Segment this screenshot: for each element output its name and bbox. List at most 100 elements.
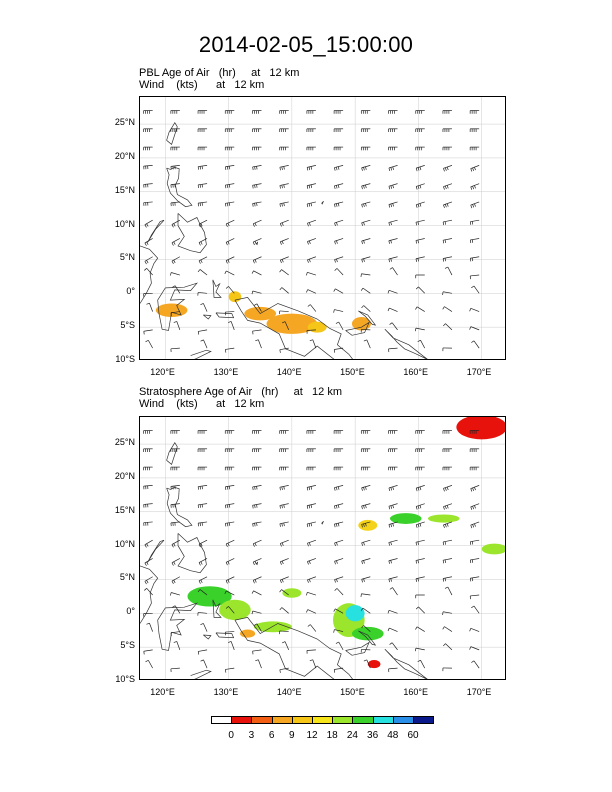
wind-barb <box>388 430 398 434</box>
wind-barb <box>307 256 317 263</box>
wind-barb <box>307 558 317 565</box>
wind-barb <box>442 219 453 226</box>
wind-barb <box>415 558 425 564</box>
wind-barb <box>360 593 371 597</box>
wind-barb <box>307 238 317 245</box>
wind-barb <box>197 485 208 490</box>
wind-barb <box>442 128 452 133</box>
wind-barb <box>225 201 235 207</box>
shaded-region <box>389 513 422 524</box>
wind-barb <box>442 256 453 262</box>
wind-barb <box>306 466 316 471</box>
coastline <box>358 630 377 646</box>
wind-barbs <box>143 110 480 353</box>
wind-barb <box>306 329 316 334</box>
wind-barb <box>225 165 235 170</box>
wind-barb <box>415 594 425 599</box>
wind-barb <box>170 521 180 527</box>
wind-barb <box>197 430 208 434</box>
wind-barb <box>197 292 208 296</box>
wind-barb <box>143 128 153 133</box>
wind-barb <box>173 641 181 650</box>
lon-tick-label: 130°E <box>213 367 239 377</box>
wind-barb <box>252 558 262 566</box>
wind-barb <box>224 270 235 276</box>
wind-barb <box>469 326 480 331</box>
wind-barb <box>225 503 235 509</box>
wind-barb <box>415 286 425 294</box>
wind-barb <box>197 503 208 509</box>
wind-barb <box>388 667 398 673</box>
wind-barb <box>415 606 425 614</box>
wind-barb <box>442 576 453 582</box>
lon-tick-label: 140°E <box>276 687 302 697</box>
wind-barb <box>415 165 425 172</box>
wind-barb <box>279 466 289 471</box>
wind-barb <box>279 521 289 527</box>
wind-barb <box>388 110 398 114</box>
lat-tick-label: 10°N <box>114 538 135 549</box>
wind-barb <box>306 521 316 528</box>
wind-barb <box>388 558 398 564</box>
wind-barb <box>335 321 344 331</box>
wind-barb <box>306 448 316 453</box>
wind-barb <box>225 539 235 548</box>
wind-barb <box>333 146 344 151</box>
wind-barb <box>254 623 262 632</box>
wind-barb <box>361 625 371 632</box>
wind-barb <box>225 558 235 566</box>
wind-barb <box>387 609 398 614</box>
wind-barb <box>143 110 153 114</box>
wind-barb <box>197 329 208 335</box>
wind-barb <box>415 146 425 151</box>
wind-barb <box>170 430 180 434</box>
wind-barb <box>307 539 317 547</box>
page-title: 2014-02-05_15:00:00 <box>198 32 414 57</box>
wind-barb <box>388 183 398 190</box>
coastlines <box>140 442 428 679</box>
wind-barb <box>169 592 180 596</box>
wind-barb <box>443 485 453 492</box>
wind-barb <box>415 183 425 190</box>
wind-barb <box>173 321 181 330</box>
wind-barb <box>143 292 153 297</box>
wind-barb <box>469 594 480 600</box>
wind-barb <box>252 503 262 509</box>
wind-barb <box>252 521 262 527</box>
wind-barb <box>415 485 425 492</box>
coastline <box>384 328 428 359</box>
wind-barb <box>442 291 453 295</box>
wind-barb <box>143 503 153 508</box>
wind-barb <box>282 641 290 651</box>
wind-barb <box>145 339 153 349</box>
wind-barb <box>170 128 180 133</box>
wind-barb <box>388 539 398 546</box>
coastline <box>234 297 353 359</box>
wind-barb <box>197 649 208 655</box>
wind-barb <box>224 128 235 133</box>
wind-barb <box>417 659 426 669</box>
colorbar-swatch <box>332 716 354 724</box>
wind-barb <box>414 647 425 652</box>
wind-barb <box>197 448 208 453</box>
wind-barb <box>252 219 262 227</box>
lat-tick-label: 15°N <box>114 504 135 515</box>
colorbar-swatch <box>271 716 293 724</box>
wind-barb <box>224 631 235 636</box>
wind-barb <box>334 521 344 528</box>
wind-barb <box>469 558 480 564</box>
colorbar-swatch <box>211 716 233 724</box>
colorbar-label: 3 <box>248 730 255 741</box>
wind-barb <box>444 586 453 596</box>
wind-barb <box>279 110 289 114</box>
wind-barb <box>224 448 235 453</box>
wind-barb <box>252 165 262 171</box>
coastline <box>166 122 178 145</box>
wind-barb <box>171 238 181 246</box>
colorbar-label: 60 <box>407 730 419 741</box>
wind-barb <box>388 503 398 510</box>
shaded-region <box>351 317 371 331</box>
wind-barb <box>442 238 453 244</box>
colorbar-label: 12 <box>306 730 318 741</box>
wind-barb <box>360 448 371 453</box>
